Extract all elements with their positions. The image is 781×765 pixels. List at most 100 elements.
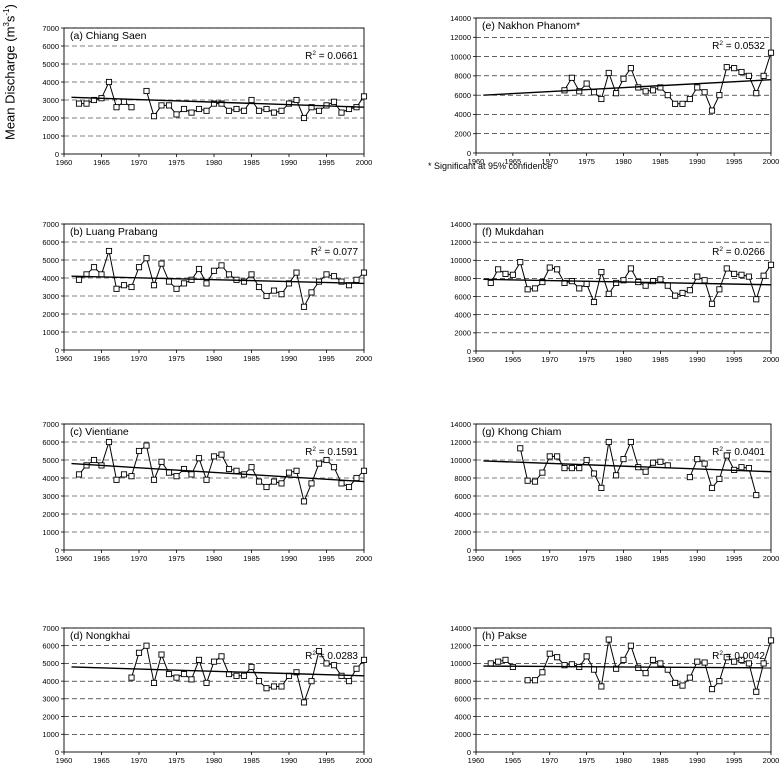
data-point (620, 456, 627, 463)
data-point (330, 662, 338, 669)
data-point (173, 285, 180, 292)
data-point (590, 298, 598, 306)
chart-panel-4: 0 1000 2000 3000 4000 5000 6000 7000 1960 1965 197… (42, 624, 372, 765)
data-point (278, 480, 285, 487)
data-point (105, 78, 113, 86)
x-tick-label: 1990 (281, 756, 298, 765)
data-point (113, 104, 120, 111)
r-squared-base: R (305, 51, 312, 62)
data-point (657, 276, 664, 283)
x-tick-label: 1970 (131, 158, 148, 167)
y-tick-label: 7000 (42, 624, 59, 633)
y-tick-label: 2000 (42, 310, 59, 319)
trend-line (483, 665, 772, 669)
data-point (300, 699, 308, 706)
r-squared-sup: 2 (318, 246, 322, 253)
x-tick-label: 1965 (93, 554, 110, 563)
data-point (165, 278, 173, 285)
y-tick-label: 6000 (454, 695, 471, 704)
chart-panel-5: 0 2000 4000 6000 8000 10000 12000 14000 1960 1965… (450, 14, 779, 166)
y-tick-label: 0 (467, 546, 471, 555)
data-point (642, 88, 649, 95)
r-squared-base: R (712, 651, 719, 662)
y-tick-label: 5000 (42, 456, 59, 465)
data-point (248, 271, 255, 278)
data-point (233, 467, 240, 474)
y-tick-label: 12000 (450, 438, 471, 447)
data-point (143, 442, 150, 449)
trend-line (71, 275, 365, 285)
data-point (150, 679, 158, 686)
data-point (158, 260, 165, 267)
data-point (285, 100, 293, 107)
data-point (270, 109, 278, 116)
data-point (278, 107, 285, 114)
data-point (605, 69, 612, 77)
x-tick-label: 1970 (541, 157, 558, 166)
y-tick-label: 4000 (454, 110, 471, 119)
data-point (642, 282, 649, 289)
data-point (738, 271, 745, 278)
data-point (716, 92, 723, 99)
x-tick-label: 1960 (468, 355, 485, 364)
panel-title: (g) Khong Chiam (482, 426, 562, 438)
data-point (627, 65, 634, 72)
x-tick-label: 1970 (541, 554, 558, 563)
y-tick-label: 3000 (42, 292, 59, 301)
data-point (203, 280, 210, 287)
y-tick-label: 14000 (450, 420, 471, 429)
panel-title: (a) Chiang Saen (70, 30, 147, 42)
y-tick-label: 7000 (42, 24, 59, 33)
y-tick-label: 6000 (42, 42, 59, 51)
data-point (353, 276, 360, 283)
data-point (627, 642, 634, 649)
y-axis-label-sup2: -1 (2, 8, 11, 16)
y-tick-label: 8000 (454, 677, 471, 686)
data-point (509, 271, 516, 278)
y-tick-label: 0 (55, 150, 59, 159)
x-tick-label: 1980 (615, 554, 632, 563)
data-point (173, 111, 180, 118)
y-tick-label: 2000 (42, 114, 59, 123)
trend-line (483, 460, 772, 473)
x-tick-label: 1985 (243, 756, 260, 765)
data-point (150, 282, 158, 289)
r-squared-sup: 2 (719, 446, 723, 453)
y-tick-label: 4000 (42, 474, 59, 483)
x-tick-label: 1985 (652, 157, 669, 166)
data-point (694, 456, 701, 463)
data-point (723, 64, 730, 71)
x-tick-label: 1995 (318, 554, 335, 563)
r-squared-base: R (305, 447, 312, 458)
data-point (502, 270, 509, 277)
data-point (539, 669, 546, 676)
data-point (583, 456, 590, 464)
data-point (143, 255, 150, 262)
data-point (716, 678, 723, 685)
data-point (664, 282, 671, 289)
data-point (502, 656, 509, 663)
x-tick-label: 1995 (726, 554, 743, 563)
data-point (554, 654, 561, 661)
x-tick-label: 1985 (243, 158, 260, 167)
data-point (293, 467, 300, 474)
data-point (539, 469, 546, 476)
x-tick-label: 1970 (131, 756, 148, 765)
x-tick-label: 2000 (763, 756, 780, 765)
data-point (218, 451, 225, 458)
x-tick-label: 1980 (615, 355, 632, 364)
r-squared-base: R (305, 651, 312, 662)
data-point (767, 637, 775, 644)
data-point (270, 683, 278, 690)
data-point (487, 279, 494, 287)
data-point (657, 458, 664, 465)
y-axis-label-prefix: Mean Discharge (m (2, 26, 18, 140)
data-point (195, 656, 203, 663)
r-squared-sup: 2 (312, 50, 316, 57)
chart-panel-1: 0 1000 2000 3000 4000 5000 6000 7000 1960 1965 197… (42, 24, 372, 167)
r-squared-value: = 0.0401 (723, 447, 765, 458)
x-tick-label: 1985 (652, 355, 669, 364)
data-point (554, 453, 561, 460)
data-point (315, 460, 323, 467)
data-point (90, 456, 98, 464)
